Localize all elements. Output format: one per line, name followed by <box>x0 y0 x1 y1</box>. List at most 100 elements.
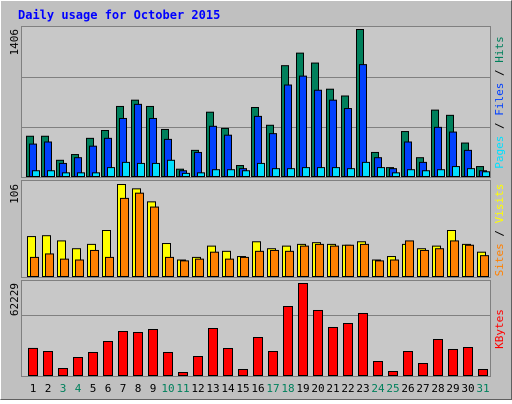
bar <box>103 340 113 376</box>
bar <box>148 328 158 377</box>
bar <box>60 258 69 277</box>
bar <box>30 256 39 278</box>
x-tick-label: 6 <box>105 382 112 395</box>
bar <box>270 249 279 277</box>
bar <box>345 244 354 277</box>
bar <box>120 197 129 277</box>
bar <box>180 260 189 277</box>
x-tick-label: 24 <box>371 382 385 395</box>
bar <box>242 170 250 178</box>
bar <box>122 161 130 178</box>
bar <box>105 256 114 278</box>
bar <box>329 99 337 177</box>
bar <box>358 312 368 377</box>
legend-entry: Visits <box>493 184 506 224</box>
bar <box>107 167 115 177</box>
x-tick-label: 12 <box>191 382 204 395</box>
legend-entry: Hits <box>493 36 506 63</box>
y-tick-label: 62229 <box>8 283 21 316</box>
bar <box>302 167 310 177</box>
x-tick-label: 9 <box>150 382 157 395</box>
x-tick-label: 31 <box>476 382 489 395</box>
bar <box>62 172 70 178</box>
bar <box>360 243 369 278</box>
x-tick-label: 5 <box>90 382 97 395</box>
legend-entry: KBytes <box>493 309 506 349</box>
bar <box>73 357 83 377</box>
bar <box>298 283 308 376</box>
bar <box>163 351 173 377</box>
x-tick-label: 29 <box>446 382 459 395</box>
bar <box>43 351 53 377</box>
bar <box>390 259 399 277</box>
bar <box>435 248 444 277</box>
x-tick-label: 16 <box>251 382 264 395</box>
bar <box>359 64 367 177</box>
bar <box>90 249 99 277</box>
bar <box>240 256 249 278</box>
bar <box>223 347 233 376</box>
bar <box>89 145 97 178</box>
bar <box>135 192 144 277</box>
x-tick-label: 18 <box>281 382 294 395</box>
x-tick-label: 13 <box>206 382 219 395</box>
x-tick-label: 17 <box>266 382 279 395</box>
bar <box>137 162 145 178</box>
bar <box>405 240 414 278</box>
bar <box>448 348 458 376</box>
bar <box>344 108 352 177</box>
x-tick-label: 10 <box>161 382 174 395</box>
bar <box>75 259 84 277</box>
x-tick-label: 26 <box>401 382 414 395</box>
x-tick-label: 2 <box>45 382 52 395</box>
bar <box>32 170 40 178</box>
bar <box>77 172 85 178</box>
legend: KBytes <box>493 309 506 349</box>
x-tick-label: 14 <box>221 382 235 395</box>
bar <box>284 84 292 177</box>
x-tick-label: 27 <box>416 382 429 395</box>
bar <box>45 253 54 277</box>
x-tick-label: 7 <box>120 382 127 395</box>
bar <box>317 167 325 177</box>
bar <box>182 172 190 178</box>
bar <box>208 328 218 377</box>
bar <box>377 167 385 177</box>
bar <box>347 168 355 177</box>
bar <box>420 249 429 277</box>
bar <box>465 244 474 277</box>
x-tick-label: 22 <box>341 382 354 395</box>
bar <box>328 326 338 376</box>
bar <box>283 306 293 377</box>
bar <box>285 250 294 277</box>
x-tick-label: 20 <box>311 382 324 395</box>
bar <box>227 169 235 178</box>
legend-entry: Sites <box>493 243 506 276</box>
bar <box>133 331 143 376</box>
panels <box>21 26 491 377</box>
bar <box>452 166 460 177</box>
bar <box>373 360 383 376</box>
bar <box>315 243 324 278</box>
bar <box>332 167 340 177</box>
legend: Sites / Visits <box>493 184 506 277</box>
bar <box>480 255 489 278</box>
x-tick-label: 1 <box>30 382 37 395</box>
bar <box>388 371 398 376</box>
bar <box>118 331 128 376</box>
bar <box>422 170 430 178</box>
bar <box>478 368 488 376</box>
bar <box>287 168 295 177</box>
bar <box>330 245 339 277</box>
y-tick-label: 106 <box>8 184 21 204</box>
x-tick-label: 19 <box>296 382 309 395</box>
bar <box>28 347 38 377</box>
bar <box>197 172 205 178</box>
bar <box>343 323 353 376</box>
bar <box>434 126 442 177</box>
bar <box>210 251 219 278</box>
legend: Pages / Files / Hits <box>493 36 506 169</box>
bar <box>463 346 473 376</box>
